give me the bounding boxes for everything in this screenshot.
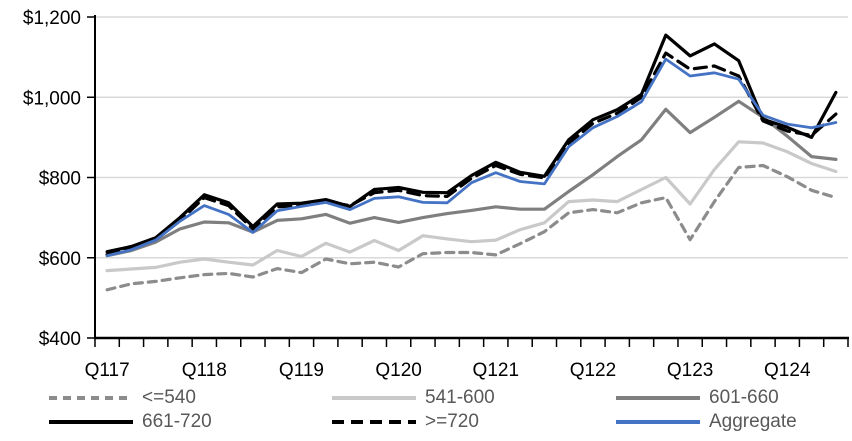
svg-text:Q117: Q117 bbox=[85, 360, 130, 381]
svg-text:$400: $400 bbox=[39, 329, 81, 350]
svg-text:Q119: Q119 bbox=[279, 360, 324, 381]
svg-text:$1,000: $1,000 bbox=[23, 88, 81, 109]
svg-text:Q124: Q124 bbox=[764, 360, 811, 381]
svg-text:Q122: Q122 bbox=[570, 360, 616, 381]
svg-text:Q123: Q123 bbox=[667, 360, 713, 381]
svg-text:$600: $600 bbox=[39, 249, 81, 270]
svg-text:$800: $800 bbox=[39, 169, 81, 190]
svg-text:Q120: Q120 bbox=[375, 360, 421, 381]
svg-text:Q118: Q118 bbox=[182, 360, 227, 381]
svg-text:$1,200: $1,200 bbox=[23, 8, 81, 29]
svg-text:Q121: Q121 bbox=[473, 360, 519, 381]
